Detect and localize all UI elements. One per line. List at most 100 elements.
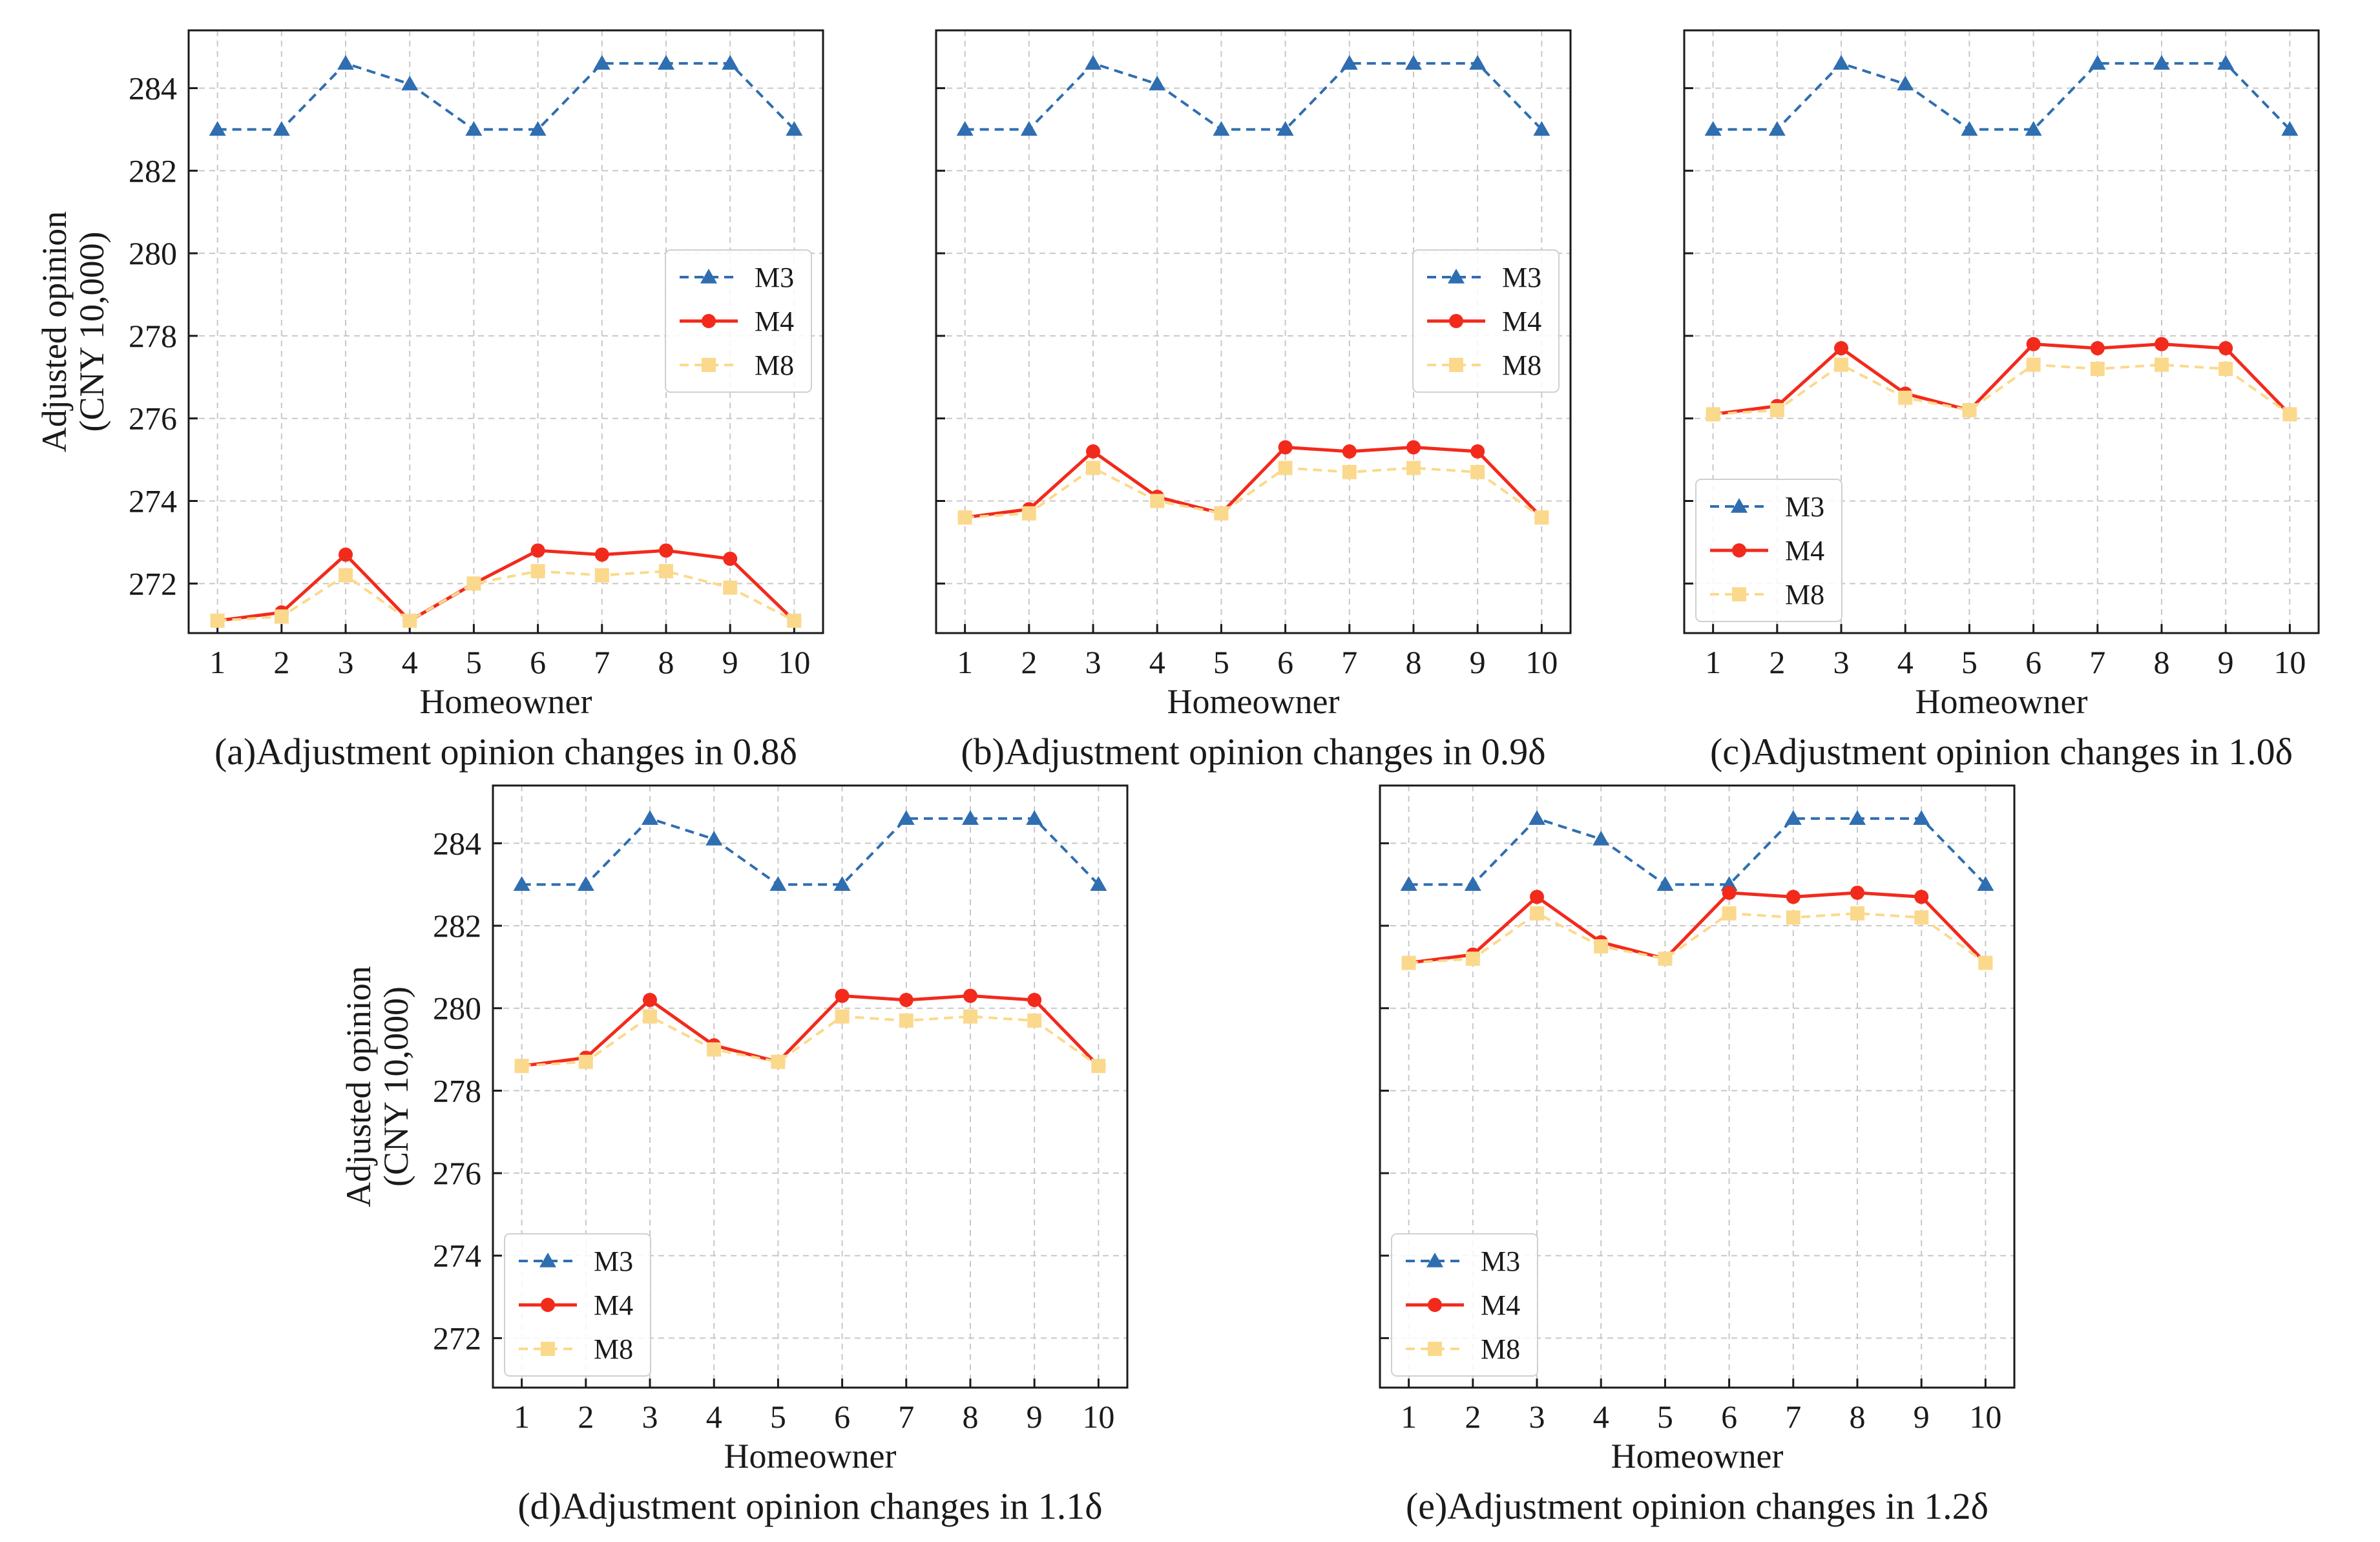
data-point-m8: [2090, 362, 2105, 377]
y-tick-label: 276: [129, 401, 177, 437]
data-point-m8: [2218, 362, 2233, 377]
data-point-m4: [2154, 337, 2169, 351]
legend-marker-m3: [700, 269, 717, 284]
data-point-m8: [1594, 939, 1609, 953]
x-tick-label: 9: [722, 644, 738, 680]
y-tick-label: 282: [129, 152, 177, 189]
data-point-m8: [210, 613, 225, 628]
data-point-m3: [833, 876, 851, 891]
panel-caption: (b)Adjustment opinion changes in 0.9δ: [961, 731, 1545, 773]
data-point-m3: [1213, 121, 1230, 136]
chart-panel-b: 1 2 3 4 5 6 7 8 9 10 Homeowner (b)Adjustment opinio…: [935, 29, 1572, 773]
data-point-m3: [2153, 55, 2170, 70]
x-tick-label: 2: [1465, 1399, 1481, 1435]
x-tick-label: 9: [1027, 1399, 1043, 1435]
legend: M3 M4 M8: [504, 1233, 651, 1377]
chart-panel-c: 1 2 3 4 5 6 7 8 9 10 Homeowner (c)Adjustment opinio…: [1683, 29, 2320, 773]
data-point-m8: [1342, 464, 1357, 479]
legend-marker-m4: [1428, 1298, 1442, 1312]
series-line-m4: [1713, 342, 2291, 416]
data-point-m4: [1850, 885, 1864, 900]
data-point-m8: [723, 580, 738, 595]
data-point-m8: [963, 1009, 977, 1024]
x-tick-label: 1: [514, 1399, 530, 1435]
x-tick-label: 5: [466, 644, 482, 680]
x-tick-label: 9: [1914, 1399, 1930, 1435]
legend-marker-m8: [541, 1342, 555, 1356]
series-line-m4: [1408, 891, 1987, 964]
data-point-m4: [594, 547, 609, 562]
legend-marker-m8: [702, 358, 716, 372]
legend-label-m8: M8: [755, 349, 794, 381]
legend-label-m8: M8: [1785, 579, 1824, 610]
x-tick-label: 1: [1401, 1399, 1417, 1435]
data-point-m8: [1534, 510, 1549, 525]
data-point-m3: [1090, 876, 1107, 891]
x-tick-label: 5: [1961, 644, 1978, 680]
data-point-m8: [1834, 357, 1849, 372]
data-point-m8: [2282, 407, 2297, 422]
data-point-m8: [1021, 506, 1036, 521]
data-point-m3: [1961, 121, 1978, 136]
x-tick-label: 1: [209, 644, 225, 680]
x-axis-title: Homeowner: [1167, 682, 1340, 721]
data-point-m3: [513, 876, 530, 891]
x-tick-label: 7: [1341, 644, 1357, 680]
y-tick-label: 274: [129, 483, 177, 519]
y-axis-title-line: (CNY 10,000): [72, 232, 111, 432]
data-point-m4: [1406, 440, 1421, 455]
x-tick-label: 3: [642, 1399, 658, 1435]
data-point-m3: [1341, 55, 1358, 70]
y-tick-label: 280: [433, 990, 481, 1026]
legend-label-m8: M8: [1481, 1333, 1520, 1365]
data-point-m8: [643, 1009, 658, 1024]
data-point-m3: [1277, 121, 1294, 136]
x-axis-title: Homeowner: [724, 1437, 897, 1475]
y-tick-label: 278: [129, 318, 177, 354]
data-point-m3: [2281, 121, 2299, 136]
legend-marker-m3: [1448, 269, 1465, 284]
x-tick-label: 3: [1529, 1399, 1545, 1435]
legend-box: [665, 249, 812, 393]
legend-label-m8: M8: [1502, 349, 1541, 381]
plot-frame: [1379, 784, 2016, 1389]
plot-frame: [935, 29, 1572, 634]
data-point-m4: [1278, 440, 1293, 455]
data-point-m3: [577, 876, 594, 891]
y-tick-label: 280: [129, 235, 177, 271]
data-point-m3: [769, 876, 787, 891]
y-tick-label: 284: [129, 70, 177, 106]
data-point-m3: [956, 121, 974, 136]
chart-panel-a: 1 2 3 4 5 6 7 8 9 10 272 274 276 278 280 282 284 Homeowne…: [35, 29, 824, 773]
x-tick-label: 2: [1021, 644, 1037, 680]
data-point-m4: [723, 551, 738, 566]
x-tick-label: 9: [1470, 644, 1486, 680]
legend-label-m3: M3: [594, 1245, 633, 1277]
data-point-m3: [273, 121, 290, 136]
x-tick-label: 7: [2089, 644, 2105, 680]
data-point-m3: [1085, 55, 1102, 70]
data-point-m8: [1706, 407, 1720, 422]
legend: M3 M4 M8: [665, 249, 812, 393]
data-point-m4: [2218, 341, 2233, 356]
data-point-m4: [835, 988, 850, 1003]
data-point-m4: [658, 543, 673, 558]
x-tick-label: 8: [962, 1399, 978, 1435]
y-tick-label: 272: [129, 565, 177, 601]
legend: M3 M4 M8: [1412, 249, 1560, 393]
x-tick-label: 8: [1405, 644, 1421, 680]
data-point-m3: [1704, 121, 1722, 136]
series-line-m8: [1713, 363, 2291, 416]
x-tick-label: 4: [706, 1399, 722, 1435]
data-point-m8: [1214, 506, 1229, 521]
legend-marker-m4: [541, 1298, 555, 1312]
legend-label-m4: M4: [755, 306, 794, 337]
data-point-m4: [1786, 890, 1801, 904]
x-tick-label: 6: [530, 644, 546, 680]
data-point-m3: [593, 55, 611, 70]
data-point-m3: [1464, 876, 1481, 891]
x-tick-label: 5: [770, 1399, 786, 1435]
legend-label-m8: M8: [594, 1333, 633, 1365]
legend-label-m4: M4: [1502, 306, 1541, 337]
